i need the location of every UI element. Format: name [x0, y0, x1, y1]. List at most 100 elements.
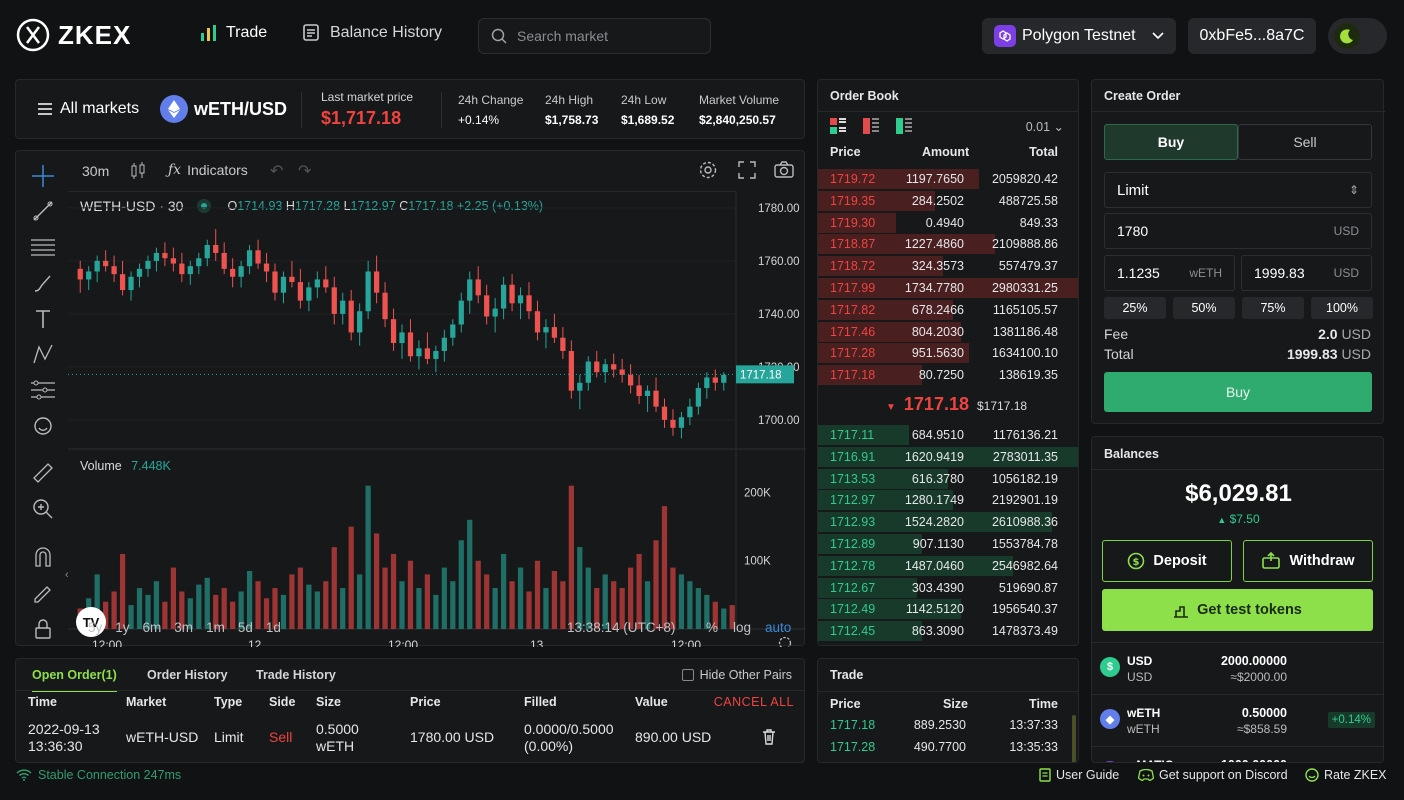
fullscreen-icon[interactable]	[738, 161, 756, 179]
indicators-button[interactable]: ƒx Indicators	[168, 162, 248, 178]
sell-tab[interactable]: Sell	[1238, 124, 1372, 160]
range-button[interactable]: 1m	[206, 620, 225, 635]
percent-button[interactable]: 25%	[1104, 297, 1166, 319]
bid-row[interactable]: 1717.11 684.9510 1176136.21	[818, 424, 1078, 446]
collapse-arrow-icon[interactable]: ‹	[65, 569, 69, 581]
zkex-logo[interactable]: ZKEX	[16, 18, 131, 52]
total-input[interactable]: 1999.83 USD	[1241, 255, 1372, 291]
bid-row[interactable]: 1712.93 1524.2820 2610988.36	[818, 511, 1078, 533]
ask-row[interactable]: 1717.82 678.2466 1165105.57	[818, 299, 1078, 321]
percent-scale-button[interactable]: %	[706, 620, 719, 635]
forecast-icon[interactable]	[31, 378, 55, 402]
range-button[interactable]: 1d	[265, 620, 281, 635]
precision-selector[interactable]: 0.01 ⌄	[1026, 119, 1064, 134]
emoji-icon[interactable]	[31, 414, 55, 438]
redo-icon[interactable]: ↷	[298, 163, 312, 180]
horizontal-lines-icon[interactable]	[31, 235, 55, 259]
asset-row[interactable]: MwMATIC 1000.00000	[1092, 746, 1383, 762]
nav-trade[interactable]: Trade	[200, 24, 267, 42]
percent-button[interactable]: 100%	[1311, 297, 1373, 319]
asset-row[interactable]: ◆ wETH wETH 0.50000 ≈$858.59 +0.14%	[1092, 694, 1383, 746]
deposit-button[interactable]: $ Deposit	[1102, 540, 1232, 582]
percent-button[interactable]: 50%	[1173, 297, 1235, 319]
range-button[interactable]: 5d	[237, 620, 253, 635]
user-guide-link[interactable]: User Guide	[1039, 768, 1119, 782]
ask-row[interactable]: 1718.72 324.3573 557479.37	[818, 255, 1078, 277]
hide-other-pairs-toggle[interactable]: Hide Other Pairs	[681, 668, 792, 682]
auto-scale-button[interactable]: auto	[765, 620, 792, 635]
cancel-all-button[interactable]: CANCEL ALL	[713, 695, 794, 709]
range-button[interactable]: 3m	[174, 620, 194, 635]
orders-col-header: Time	[28, 695, 57, 709]
bid-row[interactable]: 1712.89 907.1130 1553784.78	[818, 533, 1078, 555]
ask-row[interactable]: 1717.46 804.2030 1381186.48	[818, 321, 1078, 343]
pencil-lock-icon[interactable]	[31, 581, 55, 605]
buy-submit-button[interactable]: Buy	[1104, 372, 1372, 412]
wallet-address-button[interactable]: 0xbFe5...8a7C	[1188, 18, 1316, 54]
price-input[interactable]: 1780 USD	[1104, 213, 1372, 249]
axis-settings-icon[interactable]	[778, 636, 792, 648]
price-chart[interactable]: 1780.001760.001740.001720.001700.001717.…	[68, 192, 806, 647]
pattern-icon[interactable]	[31, 342, 55, 366]
bid-row[interactable]: 1712.78 1487.0460 2546982.64	[818, 555, 1078, 577]
ask-row[interactable]: 1719.30 0.4940 849.33	[818, 212, 1078, 234]
interval-button[interactable]: 30m	[82, 163, 110, 179]
ask-row[interactable]: 1717.99 1734.7780 2980331.25	[818, 277, 1078, 299]
settings-gear-icon[interactable]	[698, 160, 718, 180]
bid-row[interactable]: 1712.49 1142.5120 1956540.37	[818, 598, 1078, 620]
lock-icon[interactable]	[31, 617, 55, 641]
asset-row[interactable]: $ USD USD 2000.00000 ≈$2000.00	[1092, 642, 1383, 694]
book-asks-icon[interactable]	[863, 118, 879, 134]
range-button[interactable]: 5y	[88, 620, 103, 635]
undo-icon[interactable]: ↶	[270, 163, 284, 180]
zoom-in-icon[interactable]	[31, 497, 55, 521]
search-input[interactable]	[517, 28, 697, 44]
log-scale-button[interactable]: log	[733, 620, 752, 635]
bid-row[interactable]: 1712.67 303.4390 519690.87	[818, 577, 1078, 599]
trendline-icon[interactable]	[31, 199, 55, 223]
bid-row[interactable]: 1716.91 1620.9419 2783011.35	[818, 446, 1078, 468]
orders-tab[interactable]: Order History	[147, 668, 228, 682]
ask-row[interactable]: 1719.35 284.2502 488725.58	[818, 190, 1078, 212]
scrollbar[interactable]	[1072, 715, 1076, 762]
col-price: Price	[830, 697, 861, 711]
magnet-icon[interactable]	[31, 545, 55, 569]
trash-icon[interactable]	[762, 729, 776, 748]
search-icon	[491, 28, 507, 44]
brush-icon[interactable]	[31, 271, 55, 295]
buy-tab[interactable]: Buy	[1104, 124, 1238, 160]
rate-zkex-link[interactable]: Rate ZKEX	[1305, 768, 1387, 782]
camera-icon[interactable]	[774, 161, 794, 179]
range-button[interactable]: 1y	[115, 620, 130, 635]
checkbox[interactable]	[681, 669, 694, 681]
order-type-select[interactable]: Limit ⇕	[1104, 172, 1372, 208]
bid-row[interactable]: 1713.53 616.3780 1056182.19	[818, 468, 1078, 490]
bid-row[interactable]: 1712.45 863.3090 1478373.49	[818, 620, 1078, 642]
discord-support-link[interactable]: Get support on Discord	[1138, 768, 1288, 782]
get-test-tokens-button[interactable]: Get test tokens	[1102, 589, 1373, 631]
nav-balance-history[interactable]: Balance History	[302, 24, 442, 42]
pair-selector[interactable]: wETH/USD	[160, 95, 287, 123]
orders-tab[interactable]: Open Order(1)	[32, 668, 117, 692]
theme-toggle[interactable]	[1328, 18, 1387, 54]
candle	[721, 372, 727, 391]
percent-button[interactable]: 75%	[1242, 297, 1304, 319]
range-button[interactable]: 6m	[142, 620, 162, 635]
ask-row[interactable]: 1717.28 951.5630 1634100.10	[818, 342, 1078, 364]
candle-type-icon[interactable]	[130, 162, 146, 180]
book-bids-icon[interactable]	[896, 118, 912, 134]
text-icon[interactable]	[31, 307, 55, 331]
ruler-icon[interactable]	[31, 461, 55, 485]
ask-row[interactable]: 1717.18 80.7250 138619.35	[818, 364, 1078, 386]
book-both-icon[interactable]	[830, 118, 846, 134]
tradingview-logo-icon[interactable]: TV	[76, 607, 106, 637]
ask-row[interactable]: 1719.72 1197.7650 2059820.42	[818, 168, 1078, 190]
ask-row[interactable]: 1718.87 1227.4860 2109888.86	[818, 233, 1078, 255]
crosshair-icon[interactable]	[31, 164, 55, 188]
orders-tab[interactable]: Trade History	[256, 668, 336, 682]
withdraw-button[interactable]: Withdraw	[1243, 540, 1373, 582]
all-markets-button[interactable]: All markets	[38, 100, 139, 118]
bid-row[interactable]: 1712.97 1280.1749 2192901.19	[818, 489, 1078, 511]
network-selector[interactable]: Polygon Testnet	[982, 18, 1176, 54]
amount-input[interactable]: 1.1235 wETH	[1104, 255, 1235, 291]
